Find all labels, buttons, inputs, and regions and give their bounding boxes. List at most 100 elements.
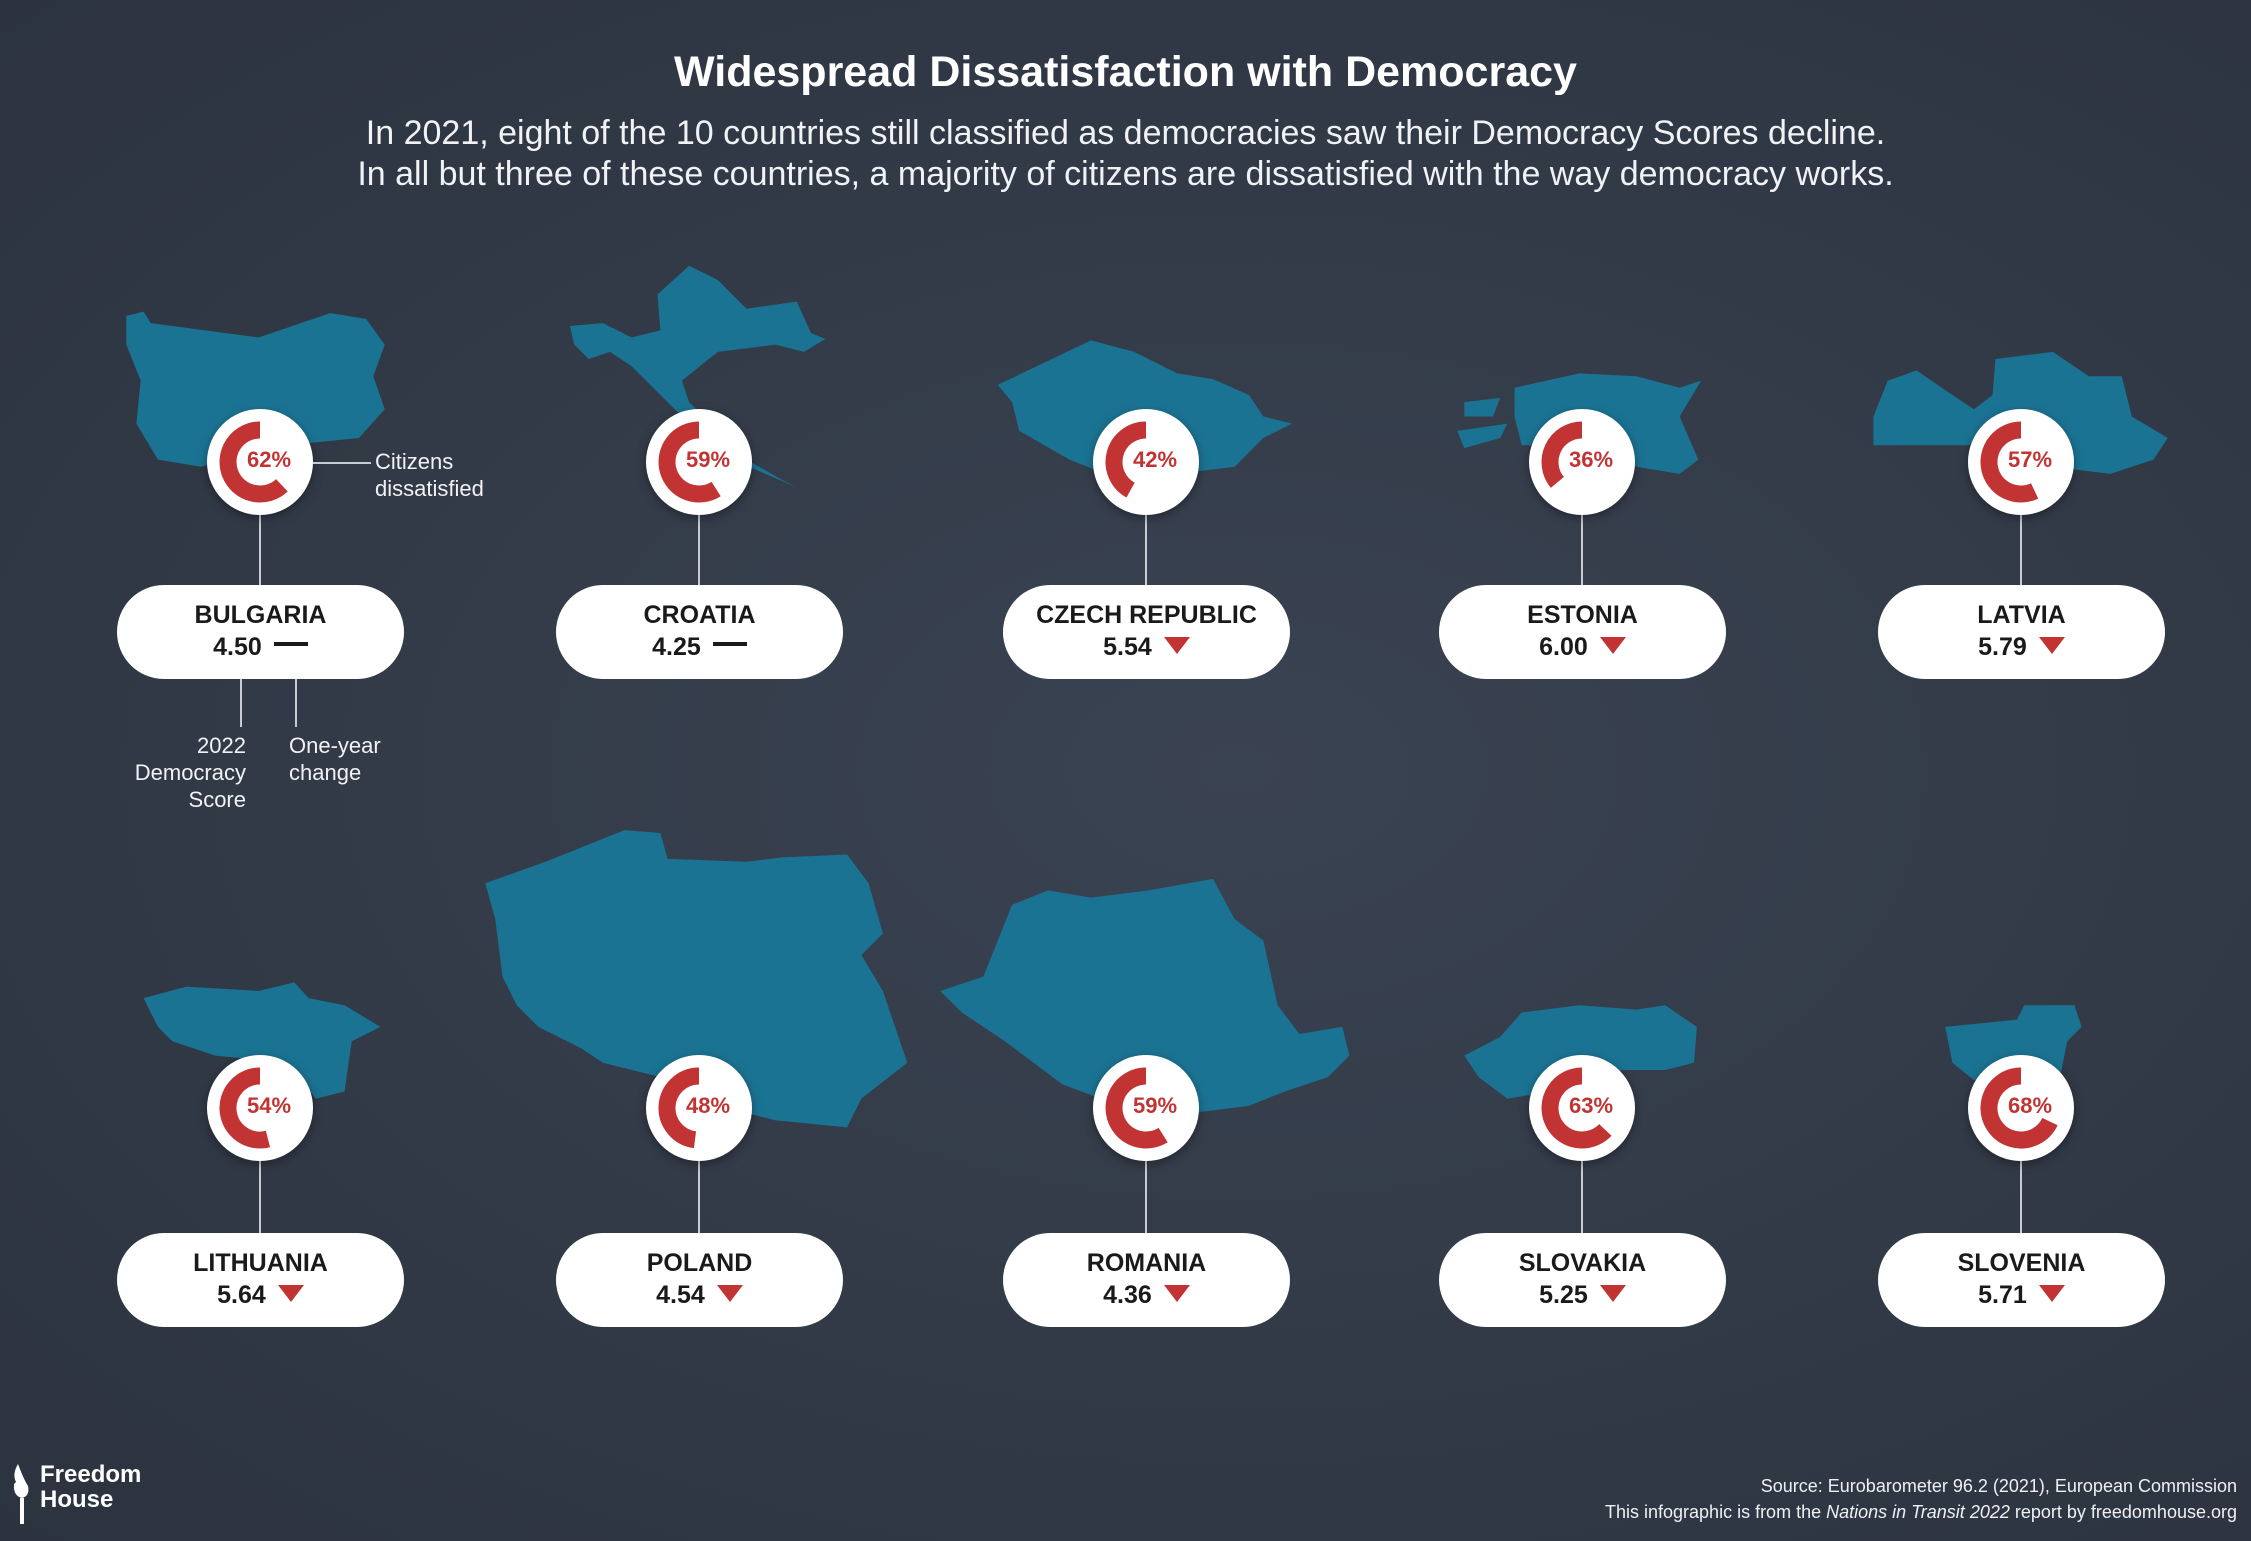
connector-line bbox=[259, 515, 261, 585]
legend-line-dissatisfied bbox=[313, 462, 371, 464]
dissatisfaction-arc bbox=[219, 1067, 271, 1149]
dissatisfied-percent: 63% bbox=[1568, 1093, 1614, 1118]
legend-democracy-score: 2022 Democracy Score bbox=[90, 732, 246, 813]
map-estonia bbox=[1457, 423, 1508, 449]
dissatisfaction-gauge-lithuania: 54% bbox=[207, 1055, 313, 1161]
legend-line-change bbox=[295, 679, 297, 727]
country-card-lithuania: LITHUANIA 5.64 bbox=[117, 1233, 404, 1327]
connector-line bbox=[2020, 1161, 2022, 1233]
decline-arrow-icon bbox=[1163, 1284, 1190, 1302]
dissatisfied-percent: 48% bbox=[685, 1093, 731, 1118]
logo-text: Freedom bbox=[40, 1461, 142, 1488]
decline-arrow-icon bbox=[1163, 636, 1190, 654]
country-name: CROATIA bbox=[643, 601, 756, 629]
dissatisfaction-gauge-croatia: 59% bbox=[646, 409, 752, 515]
dissatisfaction-gauge-poland: 48% bbox=[646, 1055, 752, 1161]
country-card-latvia: LATVIA 5.79 bbox=[1878, 585, 2165, 679]
dissatisfaction-gauge-estonia: 36% bbox=[1529, 409, 1635, 515]
country-name: POLAND bbox=[646, 1249, 753, 1277]
decline-arrow-icon bbox=[716, 1284, 743, 1302]
no-change-dash-icon bbox=[712, 642, 747, 647]
page-title: Widespread Dissatisfaction with Democrac… bbox=[674, 48, 1577, 96]
country-name: SLOVENIA bbox=[1957, 1249, 2086, 1277]
credit-text: report by freedomhouse.org bbox=[2009, 1502, 2237, 1522]
country-card-estonia: ESTONIA 6.00 bbox=[1439, 585, 1726, 679]
map-poland bbox=[485, 830, 908, 1128]
country-name: ESTONIA bbox=[1527, 601, 1638, 629]
legend-text: Citizens bbox=[375, 449, 454, 474]
dissatisfied-percent: 62% bbox=[246, 447, 292, 472]
democracy-score: 4.50 bbox=[213, 633, 262, 661]
connector-line bbox=[2020, 515, 2022, 585]
country-card-poland: POLAND 4.54 bbox=[556, 1233, 843, 1327]
country-card-czech-republic: CZECH REPUBLIC 5.54 bbox=[1003, 585, 1290, 679]
connector-line bbox=[1581, 1161, 1583, 1233]
no-change-dash-icon bbox=[273, 642, 308, 647]
map-croatia bbox=[569, 265, 826, 489]
map-lithuania bbox=[143, 982, 381, 1099]
country-name: SLOVAKIA bbox=[1518, 1249, 1647, 1277]
dissatisfaction-gauge-latvia: 57% bbox=[1968, 409, 2074, 515]
legend-one-year-change: One-year change bbox=[289, 732, 381, 786]
country-name: CZECH REPUBLIC bbox=[1036, 601, 1257, 629]
decline-arrow-icon bbox=[277, 1284, 304, 1302]
dissatisfaction-arc bbox=[219, 421, 288, 503]
decline-arrow-icon bbox=[2038, 1284, 2065, 1302]
country-name: ROMANIA bbox=[1086, 1249, 1207, 1277]
legend-line-score bbox=[240, 679, 242, 727]
map-czech-republic bbox=[997, 340, 1293, 477]
map-slovakia bbox=[1464, 1005, 1697, 1099]
country-name: BULGARIA bbox=[194, 601, 327, 629]
subtitle-line-1: In 2021, eight of the 10 countries still… bbox=[365, 114, 1886, 152]
country-card-croatia: CROATIA 4.25 bbox=[556, 585, 843, 679]
dissatisfaction-arc bbox=[658, 421, 721, 503]
decline-arrow-icon bbox=[2038, 636, 2065, 654]
connector-line bbox=[698, 515, 700, 585]
dissatisfaction-gauge-slovakia: 63% bbox=[1529, 1055, 1635, 1161]
decline-arrow-icon bbox=[1599, 636, 1626, 654]
decline-arrow-icon bbox=[1599, 1284, 1626, 1302]
democracy-score: 4.54 bbox=[656, 1281, 705, 1309]
credit-text: This infographic is from the bbox=[1605, 1502, 1827, 1522]
country-name: LATVIA bbox=[1977, 601, 2066, 629]
dissatisfaction-gauge-bulgaria: 62% bbox=[207, 409, 313, 515]
map-estonia bbox=[1464, 397, 1501, 417]
logo-text: House bbox=[40, 1486, 114, 1513]
democracy-score: 4.36 bbox=[1103, 1281, 1152, 1309]
connector-line bbox=[1581, 515, 1583, 585]
dissatisfaction-arc bbox=[1541, 1067, 1612, 1149]
subtitle-line-2: In all but three of these countries, a m… bbox=[357, 155, 1894, 193]
map-bulgaria bbox=[126, 311, 385, 467]
country-card-slovenia: SLOVENIA 5.71 bbox=[1878, 1233, 2165, 1327]
connector-line bbox=[259, 1161, 261, 1233]
credit-note: This infographic is from the Nations in … bbox=[1605, 1502, 2237, 1523]
dissatisfaction-arc bbox=[1980, 1067, 2058, 1149]
dissatisfied-percent: 36% bbox=[1568, 447, 1614, 472]
dissatisfaction-arc bbox=[1105, 421, 1147, 498]
connector-line bbox=[1145, 1161, 1147, 1233]
dissatisfied-percent: 42% bbox=[1132, 447, 1178, 472]
legend-text: dissatisfied bbox=[375, 476, 484, 501]
map-romania bbox=[940, 878, 1350, 1114]
country-card-romania: ROMANIA 4.36 bbox=[1003, 1233, 1290, 1327]
legend-text: 2022 bbox=[197, 733, 246, 758]
country-card-slovakia: SLOVAKIA 5.25 bbox=[1439, 1233, 1726, 1327]
source-note: Source: Eurobarometer 96.2 (2021), Europ… bbox=[1760, 1476, 2237, 1496]
democracy-score: 4.25 bbox=[652, 633, 701, 661]
democracy-score: 5.25 bbox=[1539, 1281, 1588, 1309]
report-name: Nations in Transit 2022 bbox=[1826, 1502, 2010, 1522]
dissatisfied-percent: 59% bbox=[1132, 1093, 1178, 1118]
dissatisfied-percent: 68% bbox=[2007, 1093, 2053, 1118]
democracy-score: 5.71 bbox=[1978, 1281, 2027, 1309]
dissatisfied-percent: 57% bbox=[2007, 447, 2053, 472]
connector-line bbox=[698, 1161, 700, 1233]
torch-icon bbox=[13, 1464, 29, 1524]
dissatisfaction-gauge-czech-republic: 42% bbox=[1093, 409, 1199, 515]
dissatisfaction-arc bbox=[1980, 421, 2039, 503]
dissatisfied-percent: 54% bbox=[246, 1093, 292, 1118]
legend-text: One-year bbox=[289, 733, 381, 758]
dissatisfaction-arc bbox=[1541, 421, 1583, 488]
dissatisfaction-gauge-slovenia: 68% bbox=[1968, 1055, 2074, 1161]
connector-line bbox=[1145, 515, 1147, 585]
